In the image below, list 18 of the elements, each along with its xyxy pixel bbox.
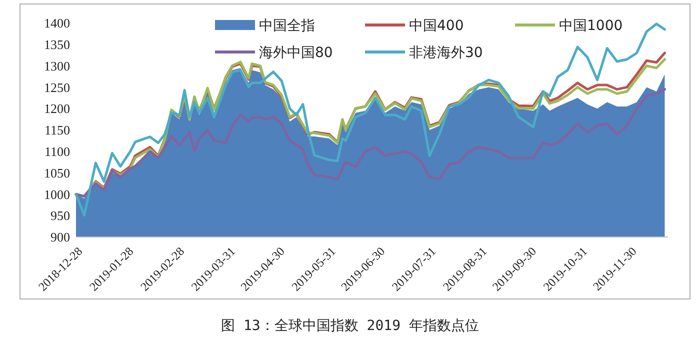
y-tick-label: 1300 [44,58,70,74]
y-tick-label: 1100 [44,144,70,159]
y-tick-label: 950 [50,208,70,224]
y-tick-label: 1150 [44,122,70,138]
y-tick-label: 1050 [44,165,70,180]
y-tick-label: 1400 [44,16,70,31]
y-tick-label: 1350 [44,36,70,52]
y-tick-label: 1000 [44,186,70,202]
text: 图 13：全球中国指数 2019 年指数点位 [221,318,479,334]
legend-label: 海外中国80 [259,44,333,61]
y-tick-label: 1250 [44,80,70,95]
y-tick-label: 1200 [44,101,70,116]
legend-label: 非港海外30 [409,44,483,61]
legend-label: 中国1000 [559,18,623,34]
legend-label: 中国400 [409,18,464,34]
legend-label: 中国全指 [259,18,315,34]
line-series [74,88,666,198]
y-tick-label: 900 [50,230,70,245]
